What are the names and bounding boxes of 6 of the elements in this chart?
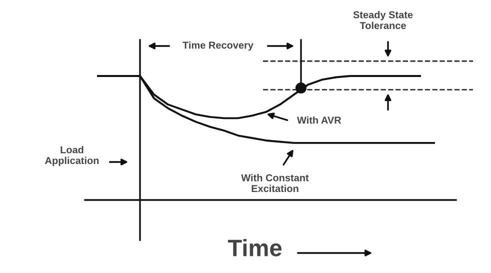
legend-label: With AVR <box>297 116 342 124</box>
annotation: Load Application <box>45 146 99 166</box>
x-axis-title: Time <box>228 238 282 256</box>
text: With Constant Excitation <box>241 174 309 192</box>
text: Time Recovery <box>182 41 254 51</box>
ref-line-label: Steady State Tolerance <box>353 10 413 30</box>
